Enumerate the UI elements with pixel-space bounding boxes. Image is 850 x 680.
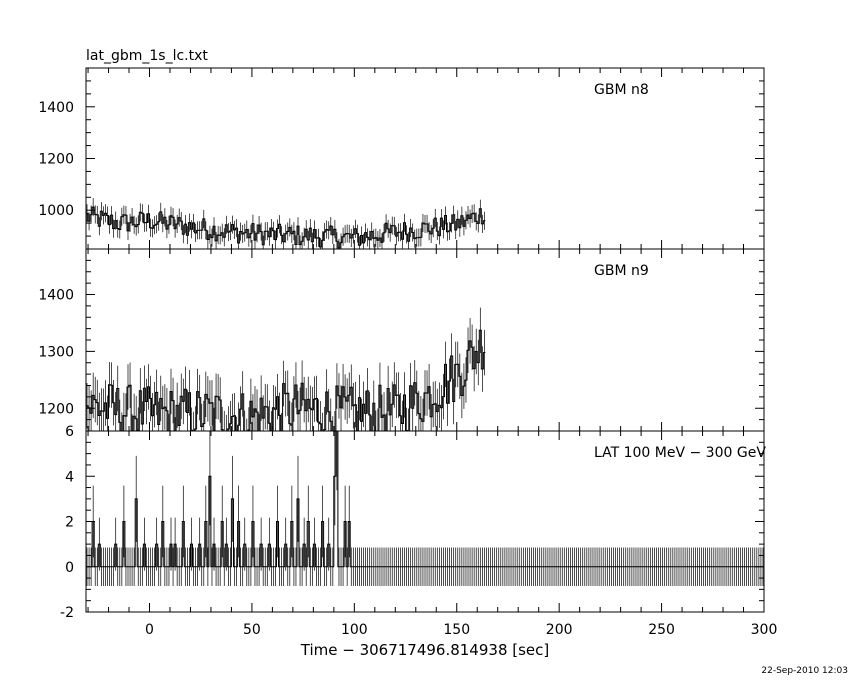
series-data (86, 198, 486, 249)
x-ticks (87, 68, 765, 249)
y-axis: 1200 1300 1400 (38, 248, 764, 432)
timestamp: 22-Sep-2010 12:03 (761, 666, 848, 676)
x-tick-label: 150 (443, 622, 470, 638)
x-tick-label: 250 (648, 622, 675, 638)
panel-1: 1000 1200 1400 GBM n8 (38, 67, 765, 250)
series-line (86, 329, 486, 431)
x-tick-label: 0 (145, 622, 154, 638)
panel-3: -2 0 2 4 6 LAT 100 MeV − 300 GeV (60, 424, 766, 621)
y-axis: 1000 1200 1400 (38, 67, 764, 250)
x-tick-label: 50 (243, 622, 261, 638)
y-axis: -2 0 2 4 6 (60, 424, 764, 621)
y-tick-label: 1400 (38, 100, 74, 116)
y-tick-label: 1400 (38, 288, 74, 304)
panels-group: 1000 1200 1400 GBM n8 1200 1300 1400 GBM n9 -2 0 2… (38, 67, 766, 621)
y-tick-label: 4 (65, 469, 74, 485)
series-line (86, 431, 764, 568)
x-tick-label: 100 (341, 622, 368, 638)
y-tick-label: 1300 (38, 344, 74, 360)
x-tick-label: 300 (751, 622, 778, 638)
panel-label: GBM n8 (594, 82, 649, 98)
y-tick-label: 1000 (38, 203, 74, 219)
x-axis: 0 50 100 150 200 250 300 (145, 622, 777, 638)
y-tick-label: 6 (65, 424, 74, 440)
y-tick-label: -2 (60, 605, 74, 621)
panel-2: 1200 1300 1400 GBM n9 (38, 248, 765, 432)
y-tick-label: 0 (65, 560, 74, 576)
x-tick-label: 200 (546, 622, 573, 638)
y-tick-label: 1200 (38, 401, 74, 417)
series-line (86, 206, 486, 249)
x-axis-label: Time − 306717496.814938 [sec] (300, 641, 550, 659)
x-ticks (87, 431, 765, 612)
panel-label: LAT 100 MeV − 300 GeV (594, 445, 766, 461)
series-data (86, 307, 486, 431)
file-title: lat_gbm_1s_lc.txt (86, 48, 208, 64)
y-tick-label: 2 (65, 515, 74, 531)
panel-label: GBM n9 (594, 263, 649, 279)
y-tick-label: 1200 (38, 152, 74, 168)
series-data (86, 431, 764, 586)
